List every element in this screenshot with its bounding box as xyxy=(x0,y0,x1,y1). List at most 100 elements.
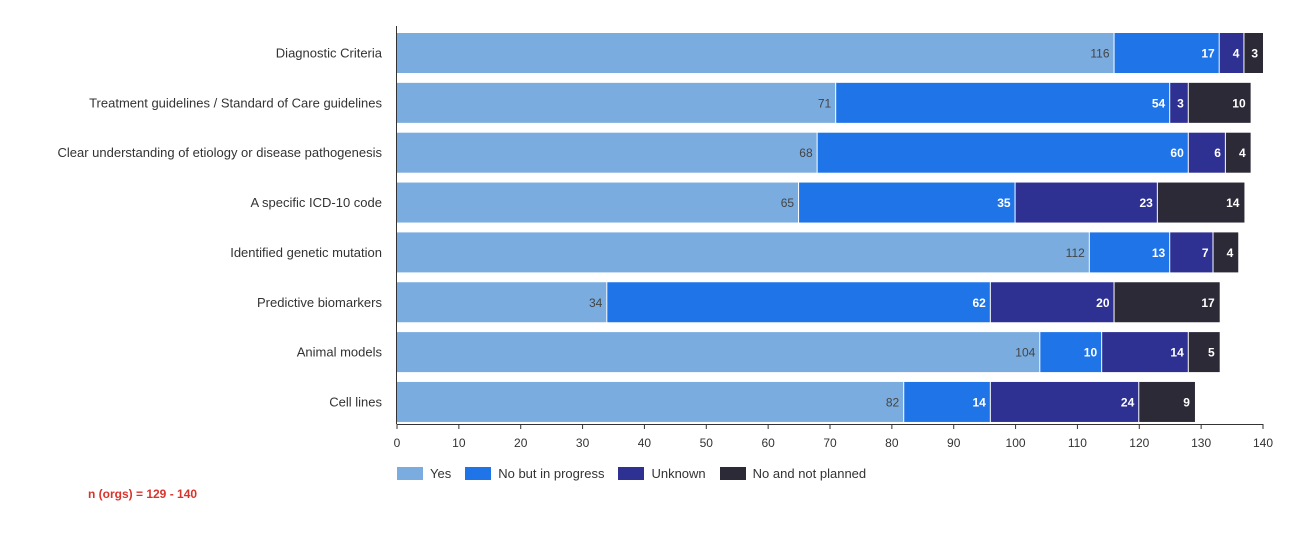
data-label-no-but-in-progress-clear-understanding-of-etiology-or-disease-pathogenesis: 60 xyxy=(1170,146,1184,160)
data-label-no-and-not-planned-identified-genetic-mutation: 4 xyxy=(1227,246,1234,260)
data-label-yes-predictive-biomarkers: 34 xyxy=(589,296,603,310)
data-label-no-but-in-progress-diagnostic-criteria: 17 xyxy=(1201,47,1215,61)
category-label-identified-genetic-mutation: Identified genetic mutation xyxy=(230,245,382,260)
category-labels: Diagnostic Criteria Treatment guidelines … xyxy=(58,46,383,410)
data-label-unknown-identified-genetic-mutation: 7 xyxy=(1202,246,1209,260)
legend: Yes No but in progress Unknown No and no… xyxy=(397,466,866,481)
bar-no-and-not-planned-animal-models[interactable] xyxy=(1188,332,1220,373)
bar-no-but-in-progress-a-specific-icd-10-code[interactable] xyxy=(799,182,1015,223)
legend-item-unknown[interactable]: Unknown xyxy=(618,466,706,481)
legend-label-no-but-in-progress: No but in progress xyxy=(498,466,605,481)
bar-no-and-not-planned-treatment-guidelines-standard-of-care-guidelines[interactable] xyxy=(1188,82,1251,123)
legend-item-no-but-in-progress[interactable]: No but in progress xyxy=(465,466,604,481)
data-label-yes-identified-genetic-mutation: 112 xyxy=(1066,246,1085,260)
bar-no-but-in-progress-clear-understanding-of-etiology-or-disease-pathogenesis[interactable] xyxy=(817,132,1188,173)
category-label-cell-lines: Cell lines xyxy=(329,394,382,409)
data-label-unknown-predictive-biomarkers: 20 xyxy=(1096,296,1110,310)
category-label-clear-understanding-of-etiology-or-disease-pathogenesis: Clear understanding of etiology or disea… xyxy=(58,145,383,160)
bar-yes-predictive-biomarkers[interactable] xyxy=(397,282,607,323)
bar-no-and-not-planned-predictive-biomarkers[interactable] xyxy=(1114,282,1220,323)
category-label-predictive-biomarkers: Predictive biomarkers xyxy=(257,295,382,310)
x-tick-label-50: 50 xyxy=(700,436,714,450)
data-label-no-and-not-planned-animal-models: 5 xyxy=(1208,346,1215,360)
data-label-yes-treatment-guidelines-standard-of-care-guidelines: 71 xyxy=(818,96,832,110)
data-label-unknown-clear-understanding-of-etiology-or-disease-pathogenesis: 6 xyxy=(1214,146,1221,160)
bar-no-but-in-progress-animal-models[interactable] xyxy=(1040,332,1102,373)
bar-unknown-treatment-guidelines-standard-of-care-guidelines[interactable] xyxy=(1170,82,1188,123)
data-label-no-but-in-progress-animal-models: 10 xyxy=(1084,346,1098,360)
legend-label-no-and-not-planned: No and not planned xyxy=(752,466,867,481)
sample-size-note: n (orgs) = 129 - 140 xyxy=(88,487,198,501)
data-label-yes-a-specific-icd-10-code: 65 xyxy=(781,196,795,210)
bar-yes-a-specific-icd-10-code[interactable] xyxy=(397,182,799,223)
bar-unknown-clear-understanding-of-etiology-or-disease-pathogenesis[interactable] xyxy=(1188,132,1225,173)
x-tick-label-120: 120 xyxy=(1129,436,1149,450)
bar-unknown-animal-models[interactable] xyxy=(1102,332,1188,373)
bar-no-and-not-planned-diagnostic-criteria[interactable] xyxy=(1244,33,1263,73)
bar-no-but-in-progress-diagnostic-criteria[interactable] xyxy=(1114,33,1219,73)
category-label-treatment-guidelines-standard-of-care-guidelines: Treatment guidelines / Standard of Care … xyxy=(89,95,382,110)
data-label-no-and-not-planned-predictive-biomarkers: 17 xyxy=(1201,296,1215,310)
legend-label-yes: Yes xyxy=(430,466,452,481)
bar-no-but-in-progress-predictive-biomarkers[interactable] xyxy=(607,282,990,323)
bar-no-and-not-planned-a-specific-icd-10-code[interactable] xyxy=(1157,182,1245,223)
data-label-yes-animal-models: 104 xyxy=(1015,346,1035,360)
data-label-no-and-not-planned-cell-lines: 9 xyxy=(1183,395,1190,409)
bar-yes-treatment-guidelines-standard-of-care-guidelines[interactable] xyxy=(397,82,836,123)
x-tick-label-110: 110 xyxy=(1068,436,1087,450)
bar-no-and-not-planned-cell-lines[interactable] xyxy=(1139,381,1195,422)
bar-yes-identified-genetic-mutation[interactable] xyxy=(397,232,1089,273)
data-label-yes-clear-understanding-of-etiology-or-disease-pathogenesis: 68 xyxy=(799,146,813,160)
data-label-no-but-in-progress-identified-genetic-mutation: 13 xyxy=(1152,246,1166,260)
x-tick-label-20: 20 xyxy=(514,436,528,450)
bar-yes-clear-understanding-of-etiology-or-disease-pathogenesis[interactable] xyxy=(397,132,817,173)
bar-unknown-identified-genetic-mutation[interactable] xyxy=(1170,232,1213,273)
x-tick-label-130: 130 xyxy=(1191,436,1211,450)
legend-label-unknown: Unknown xyxy=(651,466,706,481)
data-label-unknown-treatment-guidelines-standard-of-care-guidelines: 3 xyxy=(1177,96,1184,110)
bar-no-but-in-progress-identified-genetic-mutation[interactable] xyxy=(1089,232,1170,273)
x-axis: 0 10 20 30 40 50 60 70 80 90 100 110 120 130 140 xyxy=(394,424,1273,450)
data-label-no-but-in-progress-predictive-biomarkers: 62 xyxy=(972,296,986,310)
x-tick-label-80: 80 xyxy=(885,436,899,450)
data-label-unknown-cell-lines: 24 xyxy=(1121,395,1135,409)
x-tick-label-70: 70 xyxy=(823,436,837,450)
data-label-unknown-diagnostic-criteria: 4 xyxy=(1233,47,1240,61)
bar-no-and-not-planned-clear-understanding-of-etiology-or-disease-pathogenesis[interactable] xyxy=(1225,132,1251,173)
data-label-no-and-not-planned-diagnostic-criteria: 3 xyxy=(1251,47,1258,61)
data-label-no-and-not-planned-a-specific-icd-10-code: 14 xyxy=(1226,196,1240,210)
bar-yes-cell-lines[interactable] xyxy=(397,381,904,422)
legend-swatch-unknown xyxy=(618,467,645,480)
data-label-no-but-in-progress-a-specific-icd-10-code: 35 xyxy=(997,196,1011,210)
bar-unknown-a-specific-icd-10-code[interactable] xyxy=(1015,182,1157,223)
data-label-yes-diagnostic-criteria: 116 xyxy=(1090,47,1109,61)
bar-unknown-diagnostic-criteria[interactable] xyxy=(1219,33,1244,73)
bar-yes-diagnostic-criteria[interactable] xyxy=(397,33,1114,73)
x-tick-label-40: 40 xyxy=(638,436,652,450)
x-tick-label-30: 30 xyxy=(576,436,590,450)
data-label-no-but-in-progress-cell-lines: 14 xyxy=(972,395,986,409)
bar-unknown-cell-lines[interactable] xyxy=(990,381,1139,422)
bar-no-but-in-progress-cell-lines[interactable] xyxy=(904,381,990,422)
category-label-animal-models: Animal models xyxy=(297,345,383,360)
x-tick-label-90: 90 xyxy=(947,436,961,450)
category-label-diagnostic-criteria: Diagnostic Criteria xyxy=(276,46,383,61)
x-tick-label-0: 0 xyxy=(394,436,401,450)
x-tick-label-60: 60 xyxy=(761,436,775,450)
bar-yes-animal-models[interactable] xyxy=(397,332,1040,373)
bar-no-and-not-planned-identified-genetic-mutation[interactable] xyxy=(1213,232,1239,273)
legend-swatch-no-but-in-progress xyxy=(465,467,492,480)
data-label-unknown-animal-models: 14 xyxy=(1170,346,1184,360)
data-label-no-and-not-planned-clear-understanding-of-etiology-or-disease-pathogenesis: 4 xyxy=(1239,146,1246,160)
data-label-no-but-in-progress-treatment-guidelines-standard-of-care-guidelines: 54 xyxy=(1152,96,1166,110)
legend-item-yes[interactable]: Yes xyxy=(397,466,451,481)
bar-no-but-in-progress-treatment-guidelines-standard-of-care-guidelines[interactable] xyxy=(836,82,1170,123)
data-label-unknown-a-specific-icd-10-code: 23 xyxy=(1139,196,1153,210)
bar-unknown-predictive-biomarkers[interactable] xyxy=(990,282,1114,323)
legend-swatch-yes xyxy=(397,467,423,480)
legend-item-no-and-not-planned[interactable]: No and not planned xyxy=(719,466,867,481)
x-tick-label-100: 100 xyxy=(1006,436,1026,450)
data-label-no-and-not-planned-treatment-guidelines-standard-of-care-guidelines: 10 xyxy=(1232,96,1246,110)
